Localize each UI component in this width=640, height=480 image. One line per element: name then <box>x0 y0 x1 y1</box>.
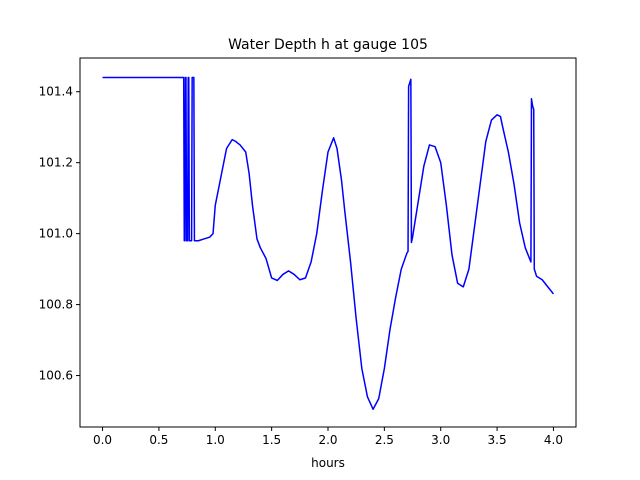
x-tick-label: 1.0 <box>206 433 225 447</box>
y-tick-label: 100.8 <box>39 298 73 312</box>
x-tick-label: 1.5 <box>262 433 281 447</box>
x-tick-label: 2.5 <box>375 433 394 447</box>
x-tick-label: 3.0 <box>431 433 450 447</box>
y-tick-label: 101.0 <box>39 227 73 241</box>
y-tick-label: 101.4 <box>39 85 73 99</box>
x-tick-label: 0.0 <box>93 433 112 447</box>
plot-area <box>79 57 577 428</box>
x-tick-label: 3.5 <box>488 433 507 447</box>
x-tick-label: 2.0 <box>318 433 337 447</box>
x-tick-label: 0.5 <box>149 433 168 447</box>
chart-title: Water Depth h at gauge 105 <box>228 37 428 53</box>
x-tick-label: 4.0 <box>544 433 563 447</box>
y-axis: 100.6 100.8 101.0 101.2 101.4 <box>39 85 80 383</box>
x-axis-label: hours <box>311 456 345 470</box>
plot-frame <box>79 57 577 428</box>
series-line-0 <box>102 76 555 411</box>
y-tick-label: 101.2 <box>39 156 73 170</box>
y-tick-label: 100.6 <box>39 369 73 383</box>
x-axis: 0.0 0.5 1.0 1.5 2.0 2.5 3.0 3.5 4.0 <box>93 427 563 447</box>
